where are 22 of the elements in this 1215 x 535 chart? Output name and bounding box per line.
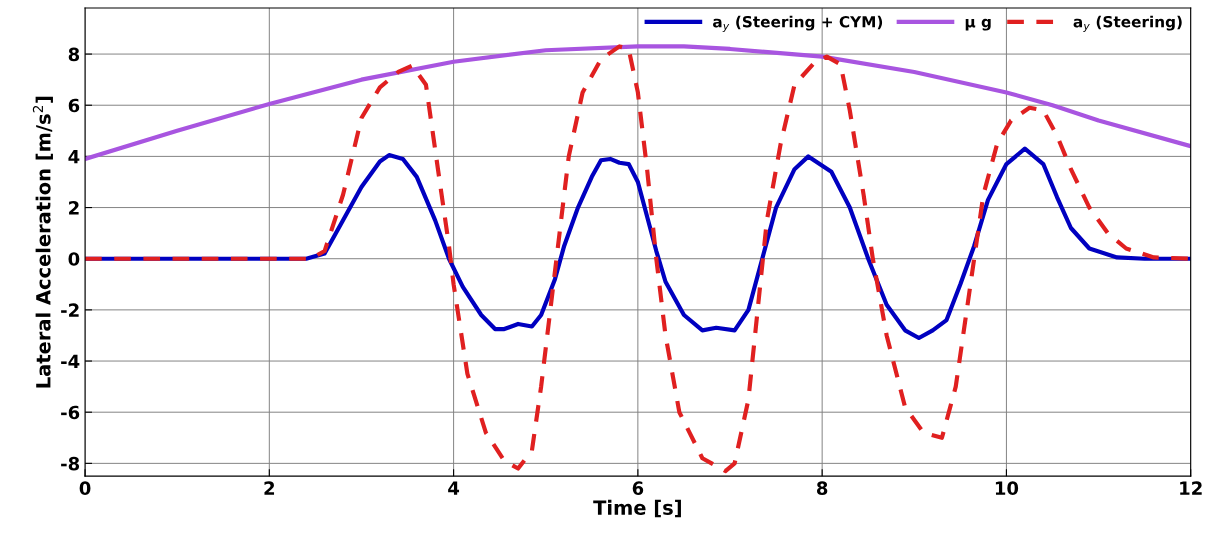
x-tick-label: 4 [448, 481, 460, 495]
y-tick-label: -4 [61, 354, 80, 368]
legend-label: μ g [965, 18, 991, 31]
x-tick-label: 2 [264, 481, 275, 495]
legend-label: a$_{y}$ (Steering) [1073, 15, 1182, 32]
x-tick-label: 6 [632, 481, 644, 495]
x-axis-title: Time [s] [593, 499, 681, 518]
line-series [85, 44, 1191, 162]
x-tick-label: 0 [79, 481, 91, 495]
legend-label: a$_{y}$ (Steering + CYM) [713, 15, 883, 32]
y-tick-label: -2 [61, 303, 79, 317]
y-tick-label: -6 [61, 405, 80, 420]
y-tick-label: -8 [61, 456, 80, 471]
y-tick-label: 4 [68, 150, 80, 164]
y-tick-label: 0 [68, 252, 80, 266]
x-tick-label: 12 [1180, 481, 1202, 495]
x-tick-label: 8 [816, 481, 828, 495]
y-tick-label: 2 [69, 201, 79, 215]
y-tick-label: 6 [68, 98, 80, 113]
x-tick-label: 10 [995, 481, 1019, 495]
y-tick-label: 8 [68, 47, 80, 62]
y-axis-title: Lateral Acceleration [m/s$^{2}$] [32, 96, 53, 388]
